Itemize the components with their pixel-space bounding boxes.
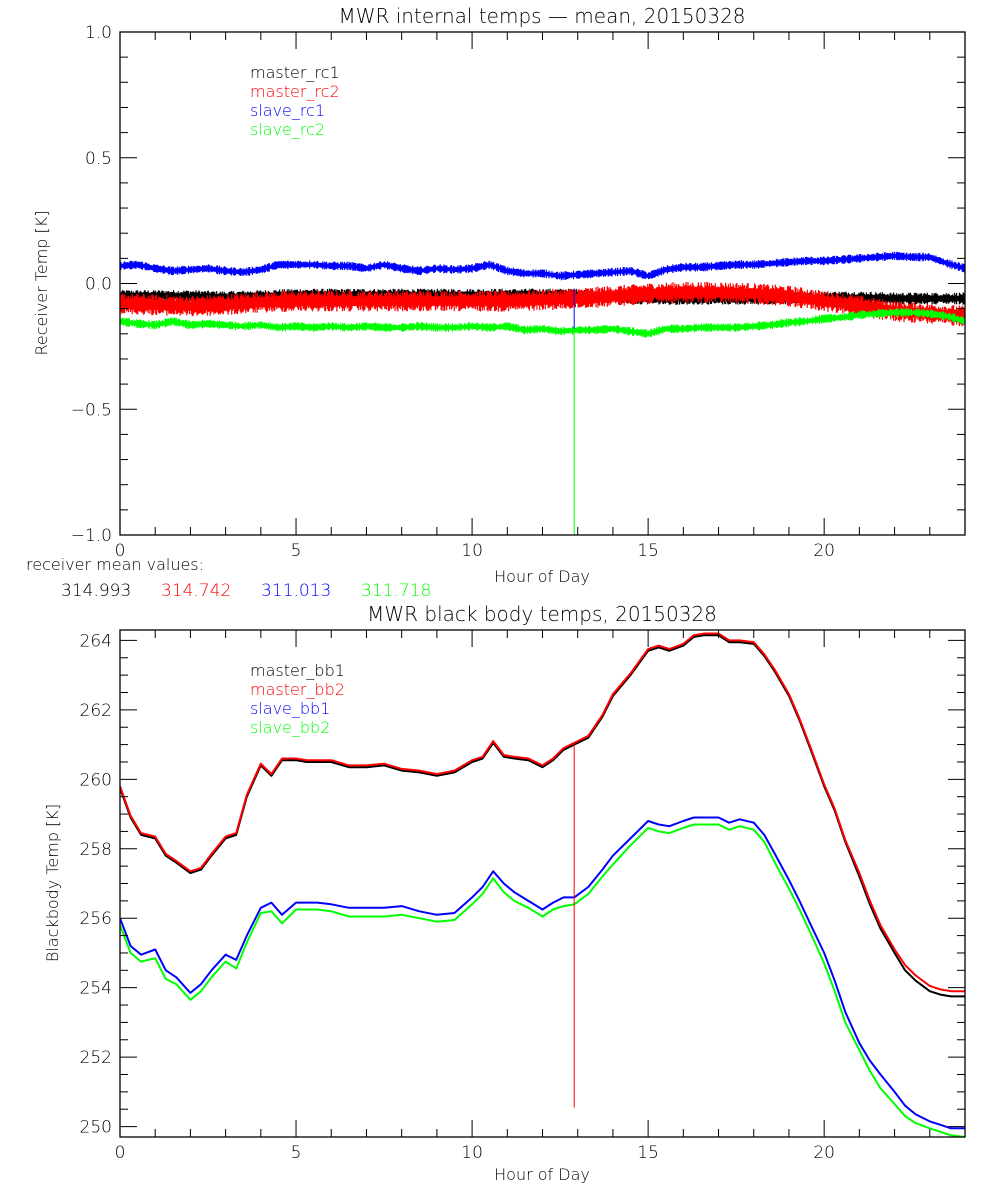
y-tick-label: −0.5	[71, 400, 112, 420]
y-tick-label: 0.0	[85, 275, 112, 295]
legend-item-master_bb2: master_bb2	[250, 680, 345, 699]
series-line-slave_rc1	[120, 254, 965, 278]
x-tick-label: 20	[813, 1143, 835, 1163]
legend-item-master_rc1: master_rc1	[250, 63, 340, 82]
plot-data-layer	[120, 632, 965, 1137]
receiver-mean-value: 311.013	[261, 581, 331, 601]
series-line-master_rc2	[120, 290, 965, 318]
plot-frame	[119, 629, 966, 1138]
receiver-mean-label: receiver mean values:	[26, 555, 204, 574]
plot-frame	[119, 31, 966, 536]
chart-title: MWR black body temps, 20150328	[367, 602, 717, 626]
plot-axes-layer: 0 5 10 15 20 −1.0 −0.5 0.0 0.5 1.0	[71, 23, 966, 561]
y-tick-label: 250	[80, 1118, 112, 1138]
y-axis-label: Blackbody Temp [K]	[43, 804, 62, 962]
x-tick-label: 5	[291, 541, 302, 561]
plot-data-layer	[120, 251, 965, 535]
legend-item-slave_bb2: slave_bb2	[250, 718, 330, 737]
legend-item-master_bb1: master_bb1	[250, 661, 345, 680]
y-tick-label: 260	[80, 770, 112, 790]
series-slave_rc1	[120, 251, 965, 281]
x-tick-label: 15	[637, 541, 659, 561]
legend-item-slave_rc1: slave_rc1	[250, 101, 325, 120]
series-line-slave_rc2	[120, 310, 965, 336]
x-tick-label: 10	[461, 1143, 483, 1163]
y-axis-label: Receiver Temp [K]	[32, 210, 51, 355]
y-tick-label: 1.0	[85, 23, 112, 43]
y-tick-label: 256	[80, 909, 112, 929]
receiver-mean-value: 314.993	[61, 581, 131, 601]
legend-item-slave_rc2: slave_rc2	[250, 120, 325, 139]
series-master_bb2	[120, 632, 965, 993]
y-tick-label: −1.0	[71, 526, 112, 546]
receiver-mean-value: 311.718	[361, 581, 431, 601]
x-tick-label: 20	[813, 541, 835, 561]
y-tick-label: 258	[80, 840, 112, 860]
x-axis-label: Hour of Day	[494, 567, 590, 586]
x-tick-label: 15	[637, 1143, 659, 1163]
plot-axes-layer: 0 5 10 15 20 250 252 254 256 258 260 262 264	[80, 629, 966, 1163]
receiver-temp-plot: MWR internal temps — mean, 20150328 Hour…	[32, 4, 966, 586]
x-tick-label: 5	[291, 1143, 302, 1163]
y-tick-label: 254	[80, 979, 112, 999]
series-slave_bb2	[120, 823, 965, 1137]
x-tick-label: 0	[115, 1143, 126, 1163]
x-tick-label: 10	[461, 541, 483, 561]
series-slave_rc2	[120, 308, 965, 338]
y-tick-label: 252	[80, 1048, 112, 1068]
chart-title: MWR internal temps — mean, 20150328	[338, 4, 745, 28]
legend-item-slave_bb1: slave_bb1	[250, 699, 330, 718]
x-tick-label: 0	[115, 541, 126, 561]
receiver-mean-value: 314.742	[161, 581, 231, 601]
x-axis-label: Hour of Day	[494, 1165, 590, 1184]
y-tick-label: 0.5	[85, 149, 112, 169]
receiver-mean-panel: receiver mean values: 314.993 314.742 31…	[26, 555, 431, 601]
blackbody-temp-plot: MWR black body temps, 20150328 Hour of D…	[43, 602, 966, 1184]
y-tick-label: 264	[80, 631, 112, 651]
series-slave_bb1	[120, 816, 965, 1130]
y-tick-label: 262	[80, 701, 112, 721]
legend-item-master_rc2: master_rc2	[250, 82, 340, 101]
